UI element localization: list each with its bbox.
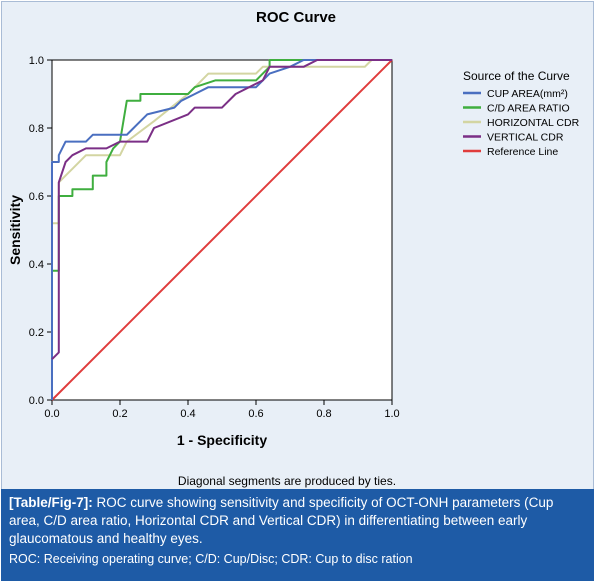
x-tick-label: 0.2	[112, 408, 127, 420]
y-axis-label: Sensitivity	[7, 195, 23, 265]
x-tick-label: 0.6	[248, 408, 263, 420]
y-tick-label: 0.2	[29, 327, 44, 339]
roc-chart-svg: ROC Curve 0.00.0 0.2 0.2 0.4 0.4 0.6 0.6 0.8 0.8 1…	[7, 9, 580, 488]
caption-abbreviations: ROC: Receiving operating curve; C/D: Cup…	[9, 552, 413, 566]
legend-label: Reference Line	[487, 146, 558, 158]
caption-label: [Table/Fig-7]:	[9, 495, 93, 510]
chart-title: ROC Curve	[256, 9, 336, 26]
caption-body: ROC curve showing sensitivity and specif…	[9, 495, 554, 546]
legend-label: CUP AREA(mm²)	[487, 88, 568, 100]
legend-label: C/D AREA RATIO	[487, 103, 570, 115]
series-line-reference-line	[51, 59, 393, 401]
x-tick-label: 0.4	[180, 408, 195, 420]
x-axis-label: 1 - Specificity	[177, 432, 267, 448]
figure-caption: [Table/Fig-7]: ROC curve showing sensiti…	[1, 489, 594, 581]
y-tick-label: 0.8	[29, 123, 44, 135]
x-tick-label: 0.0	[44, 408, 59, 420]
y-tick-label: 0.0	[29, 395, 44, 407]
y-tick-label: 0.6	[29, 191, 44, 203]
x-tick-label: 1.0	[384, 408, 399, 420]
legend-label: HORIZONTAL CDR	[487, 117, 580, 129]
roc-chart: ROC Curve 0.0 0.0 0.2 0.2 0.4 0.4 0.6 0.6 0.8 0.8 1…	[7, 9, 580, 488]
y-tick-label: 1.0	[29, 55, 44, 67]
legend-label: VERTICAL CDR	[487, 132, 564, 144]
caption-text: [Table/Fig-7]: ROC curve showing sensiti…	[9, 494, 586, 548]
series-line-cup-area-mm	[51, 59, 392, 400]
legend-title: Source of the Curve	[463, 69, 570, 83]
chart-note: Diagonal segments are produced by ties.	[178, 474, 396, 488]
series-line-vertical-cdr	[51, 59, 392, 360]
y-tick-label: 0.4	[29, 259, 44, 271]
x-tick-label: 0.8	[316, 408, 331, 420]
